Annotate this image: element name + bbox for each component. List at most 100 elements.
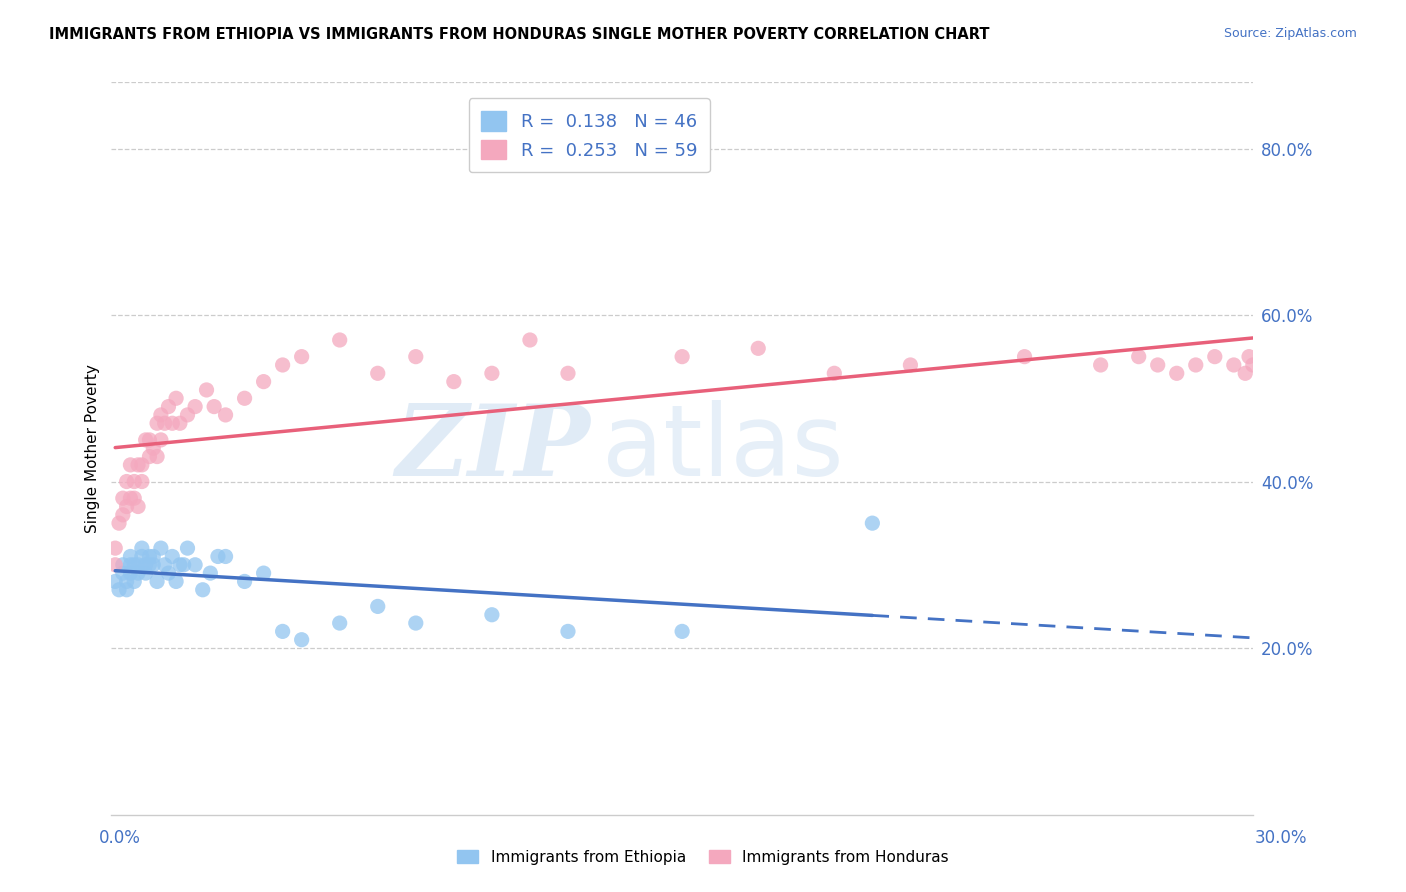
Text: atlas: atlas [602, 400, 844, 497]
Point [104, 541, 127, 556]
Point [1166, 366, 1188, 380]
Point [111, 491, 134, 506]
Point [1234, 366, 1257, 380]
Point [214, 408, 236, 422]
Point [173, 558, 195, 572]
Point [138, 549, 160, 564]
Point [367, 366, 389, 380]
Point [207, 549, 229, 564]
Point [131, 549, 153, 564]
Legend: Immigrants from Ethiopia, Immigrants from Honduras: Immigrants from Ethiopia, Immigrants fro… [451, 844, 955, 871]
Point [176, 541, 198, 556]
Point [900, 358, 922, 372]
Point [122, 558, 145, 572]
Point [557, 366, 579, 380]
Point [122, 574, 145, 589]
Point [146, 416, 169, 430]
Point [111, 508, 134, 522]
Point [1223, 358, 1246, 372]
Point [142, 441, 165, 455]
Point [191, 582, 214, 597]
Point [111, 566, 134, 581]
Point [157, 400, 180, 414]
Text: ZIP: ZIP [396, 400, 591, 497]
Point [214, 549, 236, 564]
Point [176, 408, 198, 422]
Point [115, 582, 138, 597]
Point [127, 458, 149, 472]
Point [1128, 350, 1150, 364]
Point [443, 375, 465, 389]
Point [405, 350, 427, 364]
Point [115, 574, 138, 589]
Point [131, 541, 153, 556]
Point [108, 582, 131, 597]
Point [165, 391, 187, 405]
Point [202, 400, 225, 414]
Point [146, 574, 169, 589]
Point [233, 574, 256, 589]
Y-axis label: Single Mother Poverty: Single Mother Poverty [86, 364, 100, 533]
Point [122, 475, 145, 489]
Point [120, 458, 142, 472]
Point [169, 416, 191, 430]
Text: Source: ZipAtlas.com: Source: ZipAtlas.com [1223, 27, 1357, 40]
Point [291, 350, 314, 364]
Point [142, 558, 165, 572]
Point [481, 607, 503, 622]
Text: 0.0%: 0.0% [98, 829, 141, 847]
Point [131, 458, 153, 472]
Point [481, 366, 503, 380]
Point [111, 558, 134, 572]
Point [120, 558, 142, 572]
Point [162, 549, 184, 564]
Point [115, 475, 138, 489]
Point [271, 358, 294, 372]
Point [104, 574, 127, 589]
Point [138, 558, 160, 572]
Point [127, 500, 149, 514]
Point [1184, 358, 1206, 372]
Point [149, 541, 172, 556]
Text: IMMIGRANTS FROM ETHIOPIA VS IMMIGRANTS FROM HONDURAS SINGLE MOTHER POVERTY CORRE: IMMIGRANTS FROM ETHIOPIA VS IMMIGRANTS F… [49, 27, 990, 42]
Point [252, 375, 274, 389]
Point [233, 391, 256, 405]
Point [162, 416, 184, 430]
Point [149, 433, 172, 447]
Point [1090, 358, 1112, 372]
Point [405, 616, 427, 631]
Point [195, 383, 218, 397]
Point [291, 632, 314, 647]
Point [104, 558, 127, 572]
Point [153, 416, 176, 430]
Point [200, 566, 222, 581]
Point [138, 450, 160, 464]
Point [329, 333, 352, 347]
Point [557, 624, 579, 639]
Point [146, 450, 169, 464]
Point [135, 433, 157, 447]
Point [184, 558, 207, 572]
Point [1014, 350, 1036, 364]
Point [157, 566, 180, 581]
Point [1237, 350, 1260, 364]
Point [823, 366, 845, 380]
Point [120, 491, 142, 506]
Point [1241, 358, 1264, 372]
Point [329, 616, 352, 631]
Point [142, 549, 165, 564]
Text: 30.0%: 30.0% [1256, 829, 1308, 847]
Point [153, 558, 176, 572]
Point [165, 574, 187, 589]
Point [120, 549, 142, 564]
Point [149, 408, 172, 422]
Point [184, 400, 207, 414]
Point [131, 475, 153, 489]
Point [519, 333, 541, 347]
Point [108, 516, 131, 531]
Point [138, 433, 160, 447]
Point [671, 350, 693, 364]
Point [860, 516, 883, 531]
Point [135, 558, 157, 572]
Point [671, 624, 693, 639]
